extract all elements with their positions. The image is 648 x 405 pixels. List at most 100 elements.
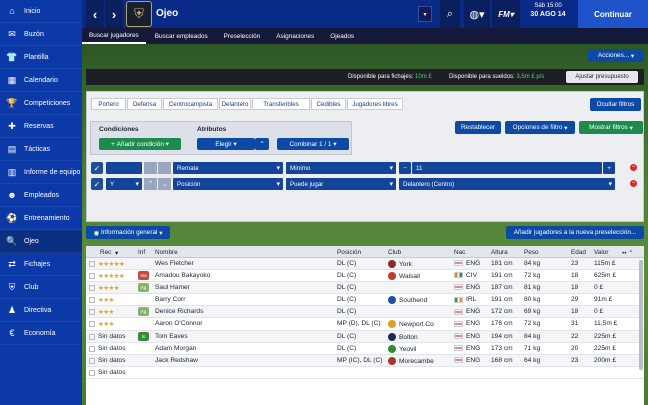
sidebar-item-training[interactable]: ⚽ Entrenamiento [0, 207, 82, 230]
player-name[interactable]: Tom Eaves [155, 332, 188, 340]
operator-select[interactable]: Mínimo ▾ [286, 162, 396, 174]
sidebar-item-staff[interactable]: ☻ Empleados [0, 184, 82, 207]
filter-tab-6[interactable]: Jugadores libres [347, 98, 403, 110]
player-name[interactable]: Barry Corr [155, 296, 186, 304]
club[interactable]: Morecambe [388, 356, 434, 365]
column-header-1[interactable]: Inf [138, 249, 146, 256]
operator-select[interactable]: Puede jugar ▾ [286, 178, 396, 190]
filter-tab-2[interactable]: Centrocampista [163, 98, 218, 110]
logic-select[interactable]: Y ▾ [106, 178, 142, 190]
forward-button[interactable]: › [105, 0, 123, 28]
tab-1[interactable]: Buscar empleados [154, 32, 208, 40]
filter-tab-3[interactable]: Delantero [219, 98, 251, 110]
continue-button[interactable]: Continuar [578, 0, 648, 28]
table-row[interactable]: ★★★ Aaron O'Connor MP (D), DL (C) Newport C… [86, 318, 644, 331]
sidebar-item-board[interactable]: ♟ Directiva [0, 299, 82, 322]
sidebar-item-mail[interactable]: ✉ Buzón [0, 23, 82, 46]
game-date[interactable]: Sáb 15:00 30 AGO 14 [522, 3, 574, 25]
column-header-3[interactable]: Posición [337, 249, 362, 256]
row-select-checkbox[interactable] [89, 369, 95, 376]
value-input[interactable]: 11 [412, 162, 602, 174]
column-menu-icon[interactable]: •• ⌃ [622, 250, 634, 257]
add-to-shortlist-button[interactable]: Añadir jugadores a la nueva preselección… [506, 226, 644, 239]
remove-row-icon[interactable]: − [630, 164, 637, 171]
player-name[interactable]: Adam Morgan [155, 344, 197, 352]
sidebar-item-scout[interactable]: 🔍 Ojeo [0, 230, 82, 253]
row-select-checkbox[interactable] [89, 297, 95, 304]
search-icon[interactable]: ⌕ [440, 0, 460, 28]
chevron-up-icon[interactable]: ⌃ [255, 138, 269, 150]
table-row[interactable]: ★★★★★ Ina Amadou Bakayoko DL (C) Walsall CIV 1… [86, 270, 644, 283]
chevron-up-icon[interactable]: ⌃ [144, 178, 157, 190]
decrement-button[interactable]: − [399, 162, 411, 174]
filter-tab-4[interactable]: Transferibles [252, 98, 310, 110]
add-condition-button[interactable]: + Añadir condición ▾ [99, 138, 181, 150]
sidebar-item-trophy[interactable]: 🏆 Competiciones [0, 92, 82, 115]
player-name[interactable]: Saul Hamer [155, 284, 190, 292]
table-row[interactable]: Sin datos In Tom Eaves DL (C) Bolton ENG 194 c… [86, 330, 644, 343]
adjust-budget-button[interactable]: Ajustar presupuesto [566, 71, 638, 83]
club[interactable]: York [388, 260, 412, 268]
filter-options-button[interactable]: Opciones de filtro ▾ [505, 121, 575, 134]
tab-4[interactable]: Ojeados [330, 32, 355, 40]
table-row[interactable]: Sin datos Jack Redshaw MP (IC), DL (C) More… [86, 354, 644, 367]
table-row[interactable]: ★★★ Ag Denice Richards DL (C) ENG 172 cm 69 kg… [86, 306, 644, 319]
row-select-checkbox[interactable] [89, 261, 95, 267]
row-select-checkbox[interactable] [89, 321, 95, 328]
column-header-9[interactable]: Valor [594, 249, 609, 256]
sidebar-item-squad[interactable]: 👕 Plantilla [0, 46, 82, 69]
column-header-5[interactable]: Nac [454, 249, 466, 256]
hide-filters-button[interactable]: Ocultar filtros [590, 98, 641, 111]
table-row[interactable]: ★★★ Barry Corr DL (C) Southend IRL 191 cm 80 k… [86, 294, 644, 307]
player-name[interactable]: Jack Redshaw [155, 356, 198, 364]
chevron-up-icon[interactable] [144, 162, 157, 174]
back-button[interactable]: ‹ [86, 0, 104, 28]
sidebar-item-tactics[interactable]: ▤ Tácticas [0, 138, 82, 161]
value-select[interactable]: Delantero (Centro) ▾ [399, 178, 615, 190]
sidebar-item-club[interactable]: ⛨ Club [0, 276, 82, 299]
table-row[interactable]: Sin datos [86, 367, 644, 379]
player-name[interactable]: Amadou Bakayoko [155, 272, 211, 280]
column-header-7[interactable]: Peso [524, 249, 539, 256]
column-header-6[interactable]: Altura [491, 249, 508, 256]
club[interactable]: Bolton [388, 332, 418, 341]
fm-menu-icon[interactable]: FM▾ [492, 0, 520, 28]
show-filters-button[interactable]: Mostrar filtros ▾ [579, 121, 643, 134]
chevron-down-icon[interactable] [158, 162, 171, 174]
logic-select[interactable] [106, 162, 142, 174]
row-checkbox[interactable]: ✓ [91, 162, 103, 174]
column-header-4[interactable]: Club [388, 249, 402, 256]
table-row[interactable]: ★★★★ Ag Saul Hamer DL (C) ENG 187 cm 81 kg 18 0 … [86, 282, 644, 295]
table-row[interactable]: Sin datos Adam Morgan DL (C) Yeovil ENG 173 c… [86, 343, 644, 355]
tab-3[interactable]: Asignaciones [276, 32, 315, 40]
row-checkbox[interactable]: ✓ [91, 178, 103, 190]
increment-button[interactable]: + [603, 162, 615, 174]
reset-button[interactable]: Restablecer [455, 121, 501, 134]
row-select-checkbox[interactable] [89, 357, 95, 364]
row-select-checkbox[interactable] [89, 273, 95, 280]
sidebar-item-home[interactable]: ⌂ Inicio [0, 0, 82, 23]
view-selector-button[interactable]: ◉ Información general ▾ [86, 226, 170, 239]
club[interactable]: Walsall [388, 272, 420, 281]
combine-button[interactable]: Combinar 1 / 1 ▾ [277, 138, 349, 150]
table-row[interactable]: ★★★★★ Wes Fletcher DL (C) York ENG 181 cm 84 k… [86, 258, 644, 271]
tab-2[interactable]: Preselección [223, 32, 261, 40]
actions-button[interactable]: Acciones... ▾ [588, 49, 644, 62]
sidebar-item-reserves[interactable]: ✚ Reservas [0, 115, 82, 138]
field-select[interactable]: Posición ▾ [173, 178, 283, 190]
row-select-checkbox[interactable] [89, 345, 95, 352]
column-header-8[interactable]: Edad [571, 249, 586, 256]
column-header-0[interactable]: Rec [100, 249, 112, 256]
remove-row-icon[interactable]: − [630, 180, 637, 187]
row-select-checkbox[interactable] [89, 333, 95, 340]
row-select-checkbox[interactable] [89, 309, 95, 316]
choose-attributes-button[interactable]: Elegir ▾ [197, 138, 255, 150]
column-header-2[interactable]: Nombre [155, 249, 178, 256]
club[interactable]: Southend [388, 296, 427, 305]
row-select-checkbox[interactable] [89, 285, 95, 292]
player-name[interactable]: Wes Fletcher [155, 260, 194, 267]
player-name[interactable]: Denice Richards [155, 308, 204, 316]
club[interactable]: Yeovil [388, 344, 416, 353]
filter-tab-1[interactable]: Defensa [127, 98, 162, 110]
sidebar-item-transfers[interactable]: ⇄ Fichajes [0, 253, 82, 276]
